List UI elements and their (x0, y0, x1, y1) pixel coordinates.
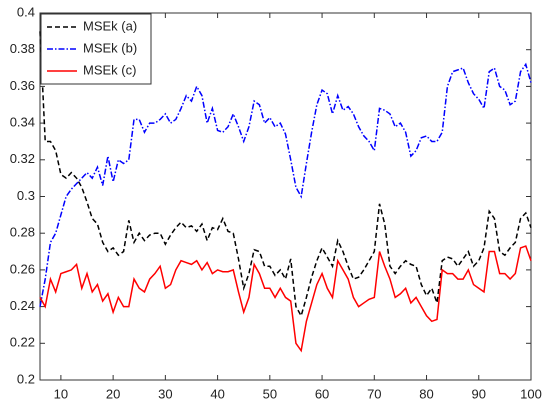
series-line (39, 31, 532, 318)
x-tick-label: 10 (54, 386, 68, 401)
y-tick-label: 0.26 (10, 261, 35, 276)
series-line (39, 245, 532, 353)
x-tick-label: 20 (106, 386, 120, 401)
y-tick-label: 0.28 (10, 225, 35, 240)
y-tick-label: 0.24 (10, 298, 35, 313)
x-tick-label: 80 (419, 386, 433, 401)
legend-label: MSEk (b) (83, 40, 137, 55)
y-tick-label: 0.3 (17, 188, 35, 203)
x-tick-label: 70 (367, 386, 381, 401)
x-tick-label: 100 (520, 386, 542, 401)
y-tick-label: 0.36 (10, 78, 35, 93)
x-tick-label: 40 (210, 386, 224, 401)
y-tick-label: 0.2 (17, 371, 35, 386)
x-tick-label: 90 (472, 386, 486, 401)
legend-label: MSEk (c) (83, 62, 136, 77)
x-tick-label: 60 (315, 386, 329, 401)
y-tick-label: 0.32 (10, 151, 35, 166)
legend-label: MSEk (a) (83, 18, 137, 33)
series-line (39, 62, 532, 307)
x-tick-label: 50 (263, 386, 277, 401)
y-tick-label: 0.4 (17, 4, 35, 19)
y-tick-label: 0.22 (10, 335, 35, 350)
y-tick-label: 0.34 (10, 115, 35, 130)
x-tick-label: 30 (158, 386, 172, 401)
y-tick-label: 0.38 (10, 41, 35, 56)
